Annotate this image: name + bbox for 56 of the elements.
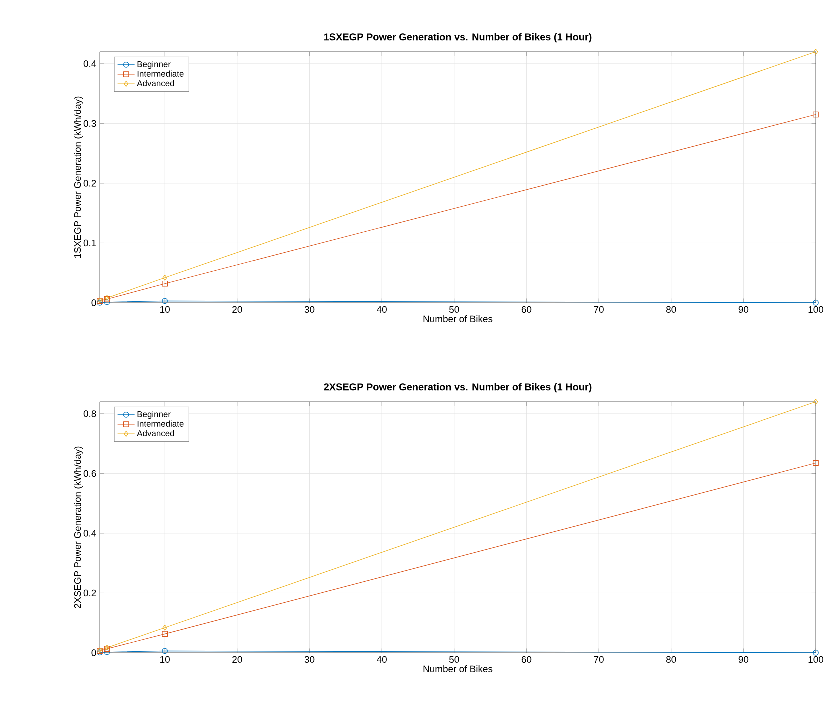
point <box>813 300 819 306</box>
y-tick-label: 0.3 <box>84 120 96 128</box>
legend-label: Intermediate <box>138 70 184 77</box>
x-tick-label: 30 <box>304 656 315 664</box>
x-tick-label: 70 <box>594 656 604 664</box>
chart-title: 2XSEGP Power Generation vs. Number of Bikes (1 Hour) <box>324 383 592 393</box>
y-tick-label: 0.4 <box>84 60 96 68</box>
x-tick-label: 40 <box>377 656 387 664</box>
x-tick-label: 80 <box>666 306 676 314</box>
point <box>813 112 819 118</box>
x-tick-label: 20 <box>232 656 242 664</box>
y-tick-label: 0.4 <box>84 530 96 537</box>
y-tick-label: 0.8 <box>84 410 96 418</box>
x-tick-label: 90 <box>738 656 749 664</box>
point <box>162 298 168 304</box>
x-tick-label: 80 <box>666 656 676 664</box>
y-axis-title: 2XSEGP Power Generation (kWh/day) <box>74 446 83 608</box>
x-tick-label: 60 <box>522 656 532 664</box>
y-tick-label: 0.6 <box>84 470 96 478</box>
legend-label: Beginner <box>138 411 171 420</box>
x-tick-label: 40 <box>377 306 387 314</box>
point <box>162 631 168 638</box>
y-axis-title: 1SXEGP Power Generation (kWh/day) <box>74 96 83 258</box>
point <box>813 460 819 466</box>
point <box>162 648 168 654</box>
chart-title: 1SXEGP Power Generation vs. Number of Bikes (1 Hour) <box>324 33 592 43</box>
legend-label: Beginner <box>138 61 171 70</box>
point <box>104 649 110 656</box>
x-tick-label: 10 <box>160 656 170 664</box>
legend-label: Advanced <box>137 430 174 436</box>
x-tick-label: 70 <box>594 306 604 314</box>
x-tick-label: 30 <box>304 306 315 314</box>
point <box>104 299 110 306</box>
x-tick-label: 100 <box>808 656 824 664</box>
x-tick-label: 20 <box>232 306 242 314</box>
legend-label: Advanced <box>137 80 174 86</box>
y-tick-label: 0 <box>92 300 96 306</box>
x-tick-label: 10 <box>160 306 170 314</box>
legend-label: Intermediate <box>138 420 184 427</box>
x-tick-label: 60 <box>522 306 532 314</box>
x-axis-title: Number of Bikes <box>424 666 493 672</box>
point <box>162 624 168 631</box>
point <box>814 399 818 405</box>
x-tick-label: 90 <box>738 306 749 314</box>
point <box>813 650 819 656</box>
y-tick-label: 0.2 <box>84 590 96 597</box>
x-tick-label: 50 <box>450 656 460 664</box>
x-tick-label: 50 <box>450 306 460 314</box>
y-tick-label: 0.1 <box>84 240 96 247</box>
point <box>162 280 168 287</box>
x-tick-label: 100 <box>808 306 824 314</box>
point <box>814 49 818 55</box>
x-axis-title: Number of Bikes <box>424 316 493 322</box>
y-tick-label: 0 <box>92 650 96 656</box>
point <box>162 274 168 281</box>
y-tick-label: 0.2 <box>84 180 96 187</box>
